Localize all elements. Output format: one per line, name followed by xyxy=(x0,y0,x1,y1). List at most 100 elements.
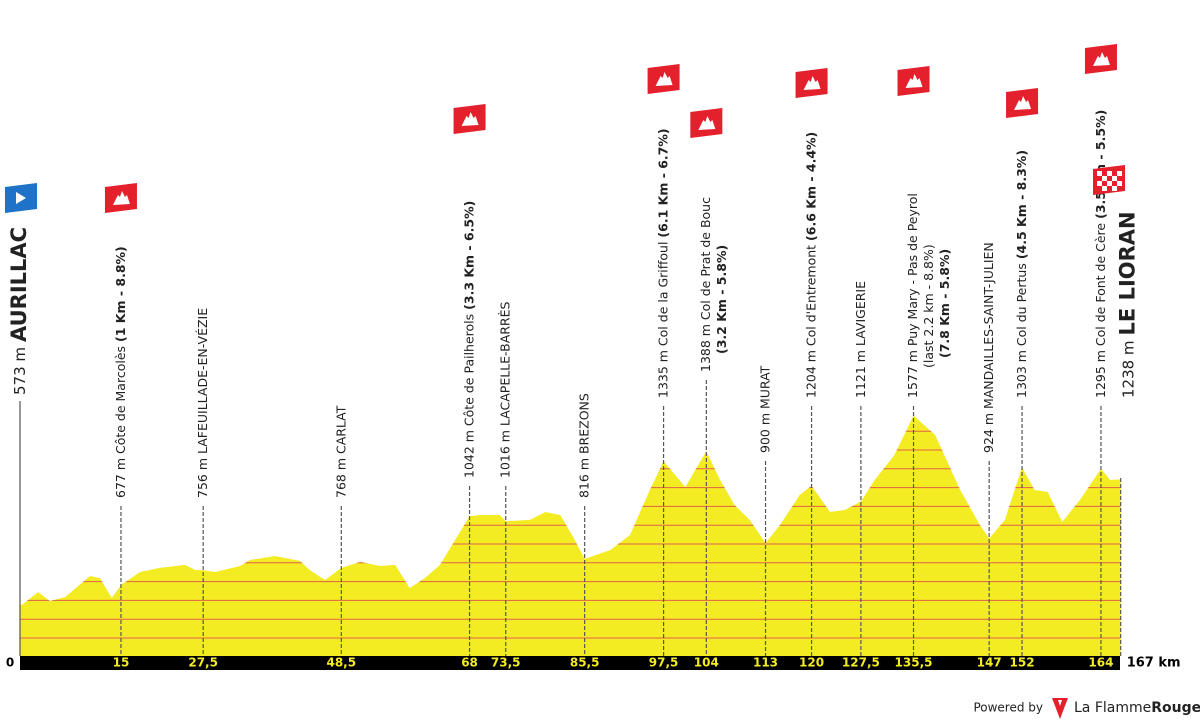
checker xyxy=(1107,171,1112,176)
finish-flag xyxy=(1093,165,1125,195)
climb-flag xyxy=(795,68,828,98)
km-tick-label: 73,5 xyxy=(491,656,521,670)
km-tick-label: 127,5 xyxy=(842,656,880,670)
waypoint-note: (last 2.2 km - 8.8%) xyxy=(921,244,936,368)
waypoint-detail: (3.5 Km - 5.5%) xyxy=(1092,110,1107,219)
climb-flag xyxy=(690,108,723,138)
km-tick-label: 68 xyxy=(461,656,478,670)
checker xyxy=(1097,171,1102,176)
waypoint-label: 900 m MURAT xyxy=(757,365,772,453)
waypoint-name: 1204 m Col d'Entremont xyxy=(803,245,818,398)
waypoint-name: 924 m MANDAILLES-SAINT-JULIEN xyxy=(981,242,996,453)
flag-mountain xyxy=(461,112,479,126)
km-band xyxy=(20,656,1120,670)
checker xyxy=(1112,176,1117,181)
waypoint-label: 816 m BREZONS xyxy=(576,393,591,498)
km-tick-label: 147 xyxy=(977,656,1002,670)
finish-name: LE LIORAN xyxy=(1116,211,1140,335)
start-flag xyxy=(5,183,37,213)
climb-flag xyxy=(453,104,486,134)
km-tick-label: 48,5 xyxy=(326,656,356,670)
km-tick-label: 113 xyxy=(753,656,778,670)
waypoint-label: 1303 m Col du Pertus (4.5 Km - 8.3%) xyxy=(1014,150,1029,398)
checker xyxy=(1117,181,1122,186)
waypoint-label: 1121 m LAVIGERIE xyxy=(852,281,867,398)
km-tick-label: 104 xyxy=(694,656,719,670)
waypoint-detail: (6.1 Km - 6.7%) xyxy=(655,128,670,237)
waypoint-detail: (3.3 Km - 6.5%) xyxy=(461,201,476,310)
waypoint-label: 1016 m LACAPELLE-BARRÈS xyxy=(497,301,512,478)
climb-flag xyxy=(1006,88,1039,118)
labels-group: 0 15 27,5 48,5 68 73,5 85,5 97,5 104 113 120 127,5 1… xyxy=(5,44,1181,671)
flag-mountain xyxy=(112,191,130,205)
waypoint-label: 1388 m Col de Prat de Bouc xyxy=(698,197,713,372)
waypoint-label: 768 m CARLAT xyxy=(333,405,348,498)
checker xyxy=(1102,176,1107,181)
checker xyxy=(1107,181,1112,186)
start-flag-arrow xyxy=(16,192,26,204)
elevation-area xyxy=(20,415,1121,656)
finish-altitude: 1238 m xyxy=(1119,340,1137,398)
start-altitude: 573 m xyxy=(11,347,29,395)
climb-flag xyxy=(647,64,680,94)
flag-mountain xyxy=(655,72,673,86)
brand: La FlammeRouge xyxy=(1074,700,1200,716)
waypoint-name: 677 m Côte de Marcolès xyxy=(112,346,127,498)
waypoint-name: 900 m MURAT xyxy=(757,365,772,453)
finish-label: 1238 m LE LIORAN xyxy=(1116,211,1140,398)
flag-mountain xyxy=(1092,52,1110,66)
km-tick-label: 85,5 xyxy=(570,656,600,670)
start-label: 573 m AURILLAC xyxy=(7,227,31,395)
flag-mountain xyxy=(803,76,821,90)
waypoint-detail: (4.5 Km - 8.3%) xyxy=(1014,150,1029,259)
checker xyxy=(1112,186,1117,191)
waypoint-label: 1204 m Col d'Entremont (6.6 Km - 4.4%) xyxy=(803,132,818,398)
waypoint-name: 1121 m LAVIGERIE xyxy=(852,281,867,398)
waypoint-name: 1335 m Col de la Griffoul xyxy=(655,242,670,398)
waypoint-name: 1016 m LACAPELLE-BARRÈS xyxy=(497,301,512,478)
km-tick-label: 120 xyxy=(799,656,824,670)
km-tick-label: 167 km xyxy=(1127,656,1181,671)
waypoint-detail: (7.8 Km - 5.8%) xyxy=(937,249,952,358)
start-name: AURILLAC xyxy=(7,227,31,342)
checker xyxy=(1097,181,1102,186)
km-tick-label: 0 xyxy=(6,656,14,670)
waypoint-name: 816 m BREZONS xyxy=(576,393,591,498)
flag-mountain xyxy=(698,116,716,130)
km-tick-label: 164 xyxy=(1088,656,1113,670)
waypoint-name: 1303 m Col du Pertus xyxy=(1014,263,1029,398)
waypoint-name: 1042 m Côte de Pailherols xyxy=(461,314,476,478)
footer: Powered by La FlammeRouge xyxy=(973,698,1200,719)
waypoint-name: 768 m CARLAT xyxy=(333,405,348,498)
km-tick-label: 135,5 xyxy=(895,656,933,670)
waypoint-detail: (3.2 Km - 5.8%) xyxy=(714,245,729,354)
waypoint-label: 1042 m Côte de Pailherols (3.3 Km - 6.5%) xyxy=(461,201,476,478)
climb-flag xyxy=(104,183,137,213)
brand-bold: Rouge xyxy=(1151,700,1200,716)
profile-group xyxy=(20,415,1121,656)
km-tick-label: 15 xyxy=(113,656,130,670)
logo xyxy=(1052,698,1068,719)
checker xyxy=(1117,171,1122,176)
waypoint-label: 677 m Côte de Marcolès (1 Km - 8.8%) xyxy=(112,246,127,498)
logo-cut xyxy=(1058,700,1062,706)
waypoint-label: 1295 m Col de Font de Cère (3.5 Km - 5.5%… xyxy=(1092,110,1107,398)
waypoint-label: 1335 m Col de la Griffoul (6.1 Km - 6.7%) xyxy=(655,128,670,398)
waypoint-label: 1577 m Puy Mary - Pas de Peyrol xyxy=(905,193,920,398)
climb-flag xyxy=(1084,44,1117,74)
waypoint-name: 1295 m Col de Font de Cère xyxy=(1092,223,1107,398)
waypoint-label: 756 m LAFEUILLADE-EN-VÉZIE xyxy=(195,308,210,498)
km-tick-label: 152 xyxy=(1010,656,1035,670)
km-tick-label: 97,5 xyxy=(649,656,679,670)
waypoint-detail: (1 Km - 8.8%) xyxy=(112,246,127,342)
climb-flag xyxy=(897,66,930,96)
waypoint-name: 756 m LAFEUILLADE-EN-VÉZIE xyxy=(195,308,210,498)
waypoint-label: 924 m MANDAILLES-SAINT-JULIEN xyxy=(981,242,996,453)
flag-mountain xyxy=(1014,96,1032,110)
flag-mountain xyxy=(905,74,923,88)
km-tick-label: 27,5 xyxy=(188,656,218,670)
waypoint-detail: (6.6 Km - 4.4%) xyxy=(803,132,818,241)
brand-name: La Flamme xyxy=(1074,700,1151,716)
